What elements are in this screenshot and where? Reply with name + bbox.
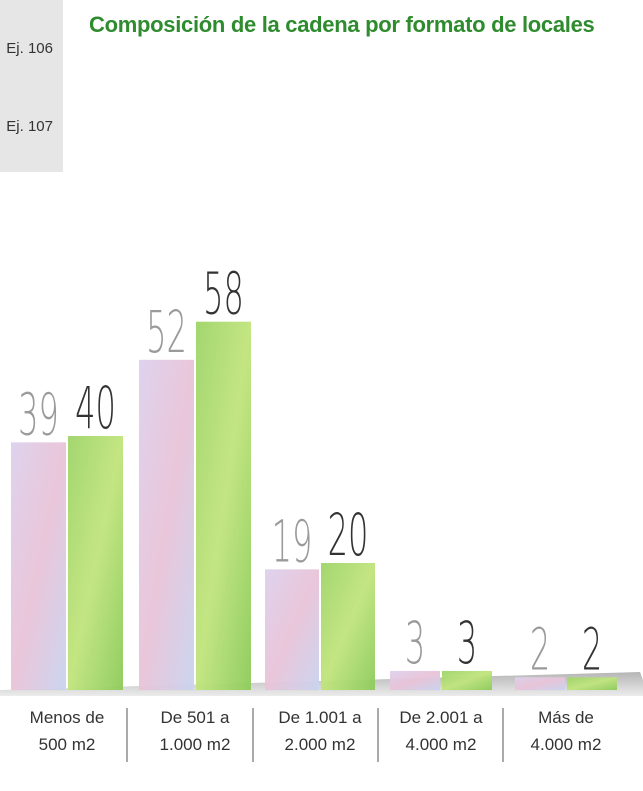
value-label-series1-cat4: 3 [405,611,425,678]
bar-series1-cat3 [265,569,319,690]
value-label-series2-cat4: 3 [457,611,477,678]
value-label-series2-cat3: 20 [328,503,369,570]
category-label-2-line2: 1.000 m2 [160,735,231,754]
bar-series2-cat3 [321,563,375,690]
bar-series2-cat1 [68,436,123,690]
chart-title: Composición de la cadena por formato de … [89,12,595,37]
exercise-link-107[interactable]: Ej. 107 [6,118,53,135]
bar-series2-cat2 [196,321,251,690]
category-label-2-line1: De 501 a [161,708,231,727]
category-label-5-line1: Más de [538,708,594,727]
value-label-series1-cat2: 52 [146,300,187,367]
category-label-4-line1: De 2.001 a [399,708,483,727]
bar-series2-cat5 [567,677,617,690]
category-label-1-line2: 500 m2 [39,735,96,754]
category-label-5-line2: 4.000 m2 [531,735,602,754]
category-labels: Menos de 500 m2 De 501 a 1.000 m2 De 1.001 a… [30,708,602,762]
value-label-series2-cat1: 40 [75,376,116,443]
value-label-series1-cat5: 2 [530,617,550,684]
value-label-series1-cat3: 19 [272,509,313,576]
exercise-sidebar: Ej. 106 Ej. 107 [0,0,63,172]
bar-series1-cat2 [139,359,194,690]
value-label-series2-cat2: 58 [203,262,244,329]
bar-series1-cat1 [11,442,66,690]
bar-series1-cat5 [515,677,565,690]
category-label-4-line2: 4.000 m2 [406,735,477,754]
exercise-link-106[interactable]: Ej. 106 [6,40,53,57]
value-label-series1-cat1: 39 [18,382,59,449]
bar-series2-cat4 [442,670,492,690]
bars [11,321,617,690]
value-label-series2-cat5: 2 [582,617,602,684]
category-label-3-line2: 2.000 m2 [285,735,356,754]
category-label-1-line1: Menos de [30,708,105,727]
bar-series1-cat4 [390,670,440,690]
category-label-3-line1: De 1.001 a [278,708,362,727]
